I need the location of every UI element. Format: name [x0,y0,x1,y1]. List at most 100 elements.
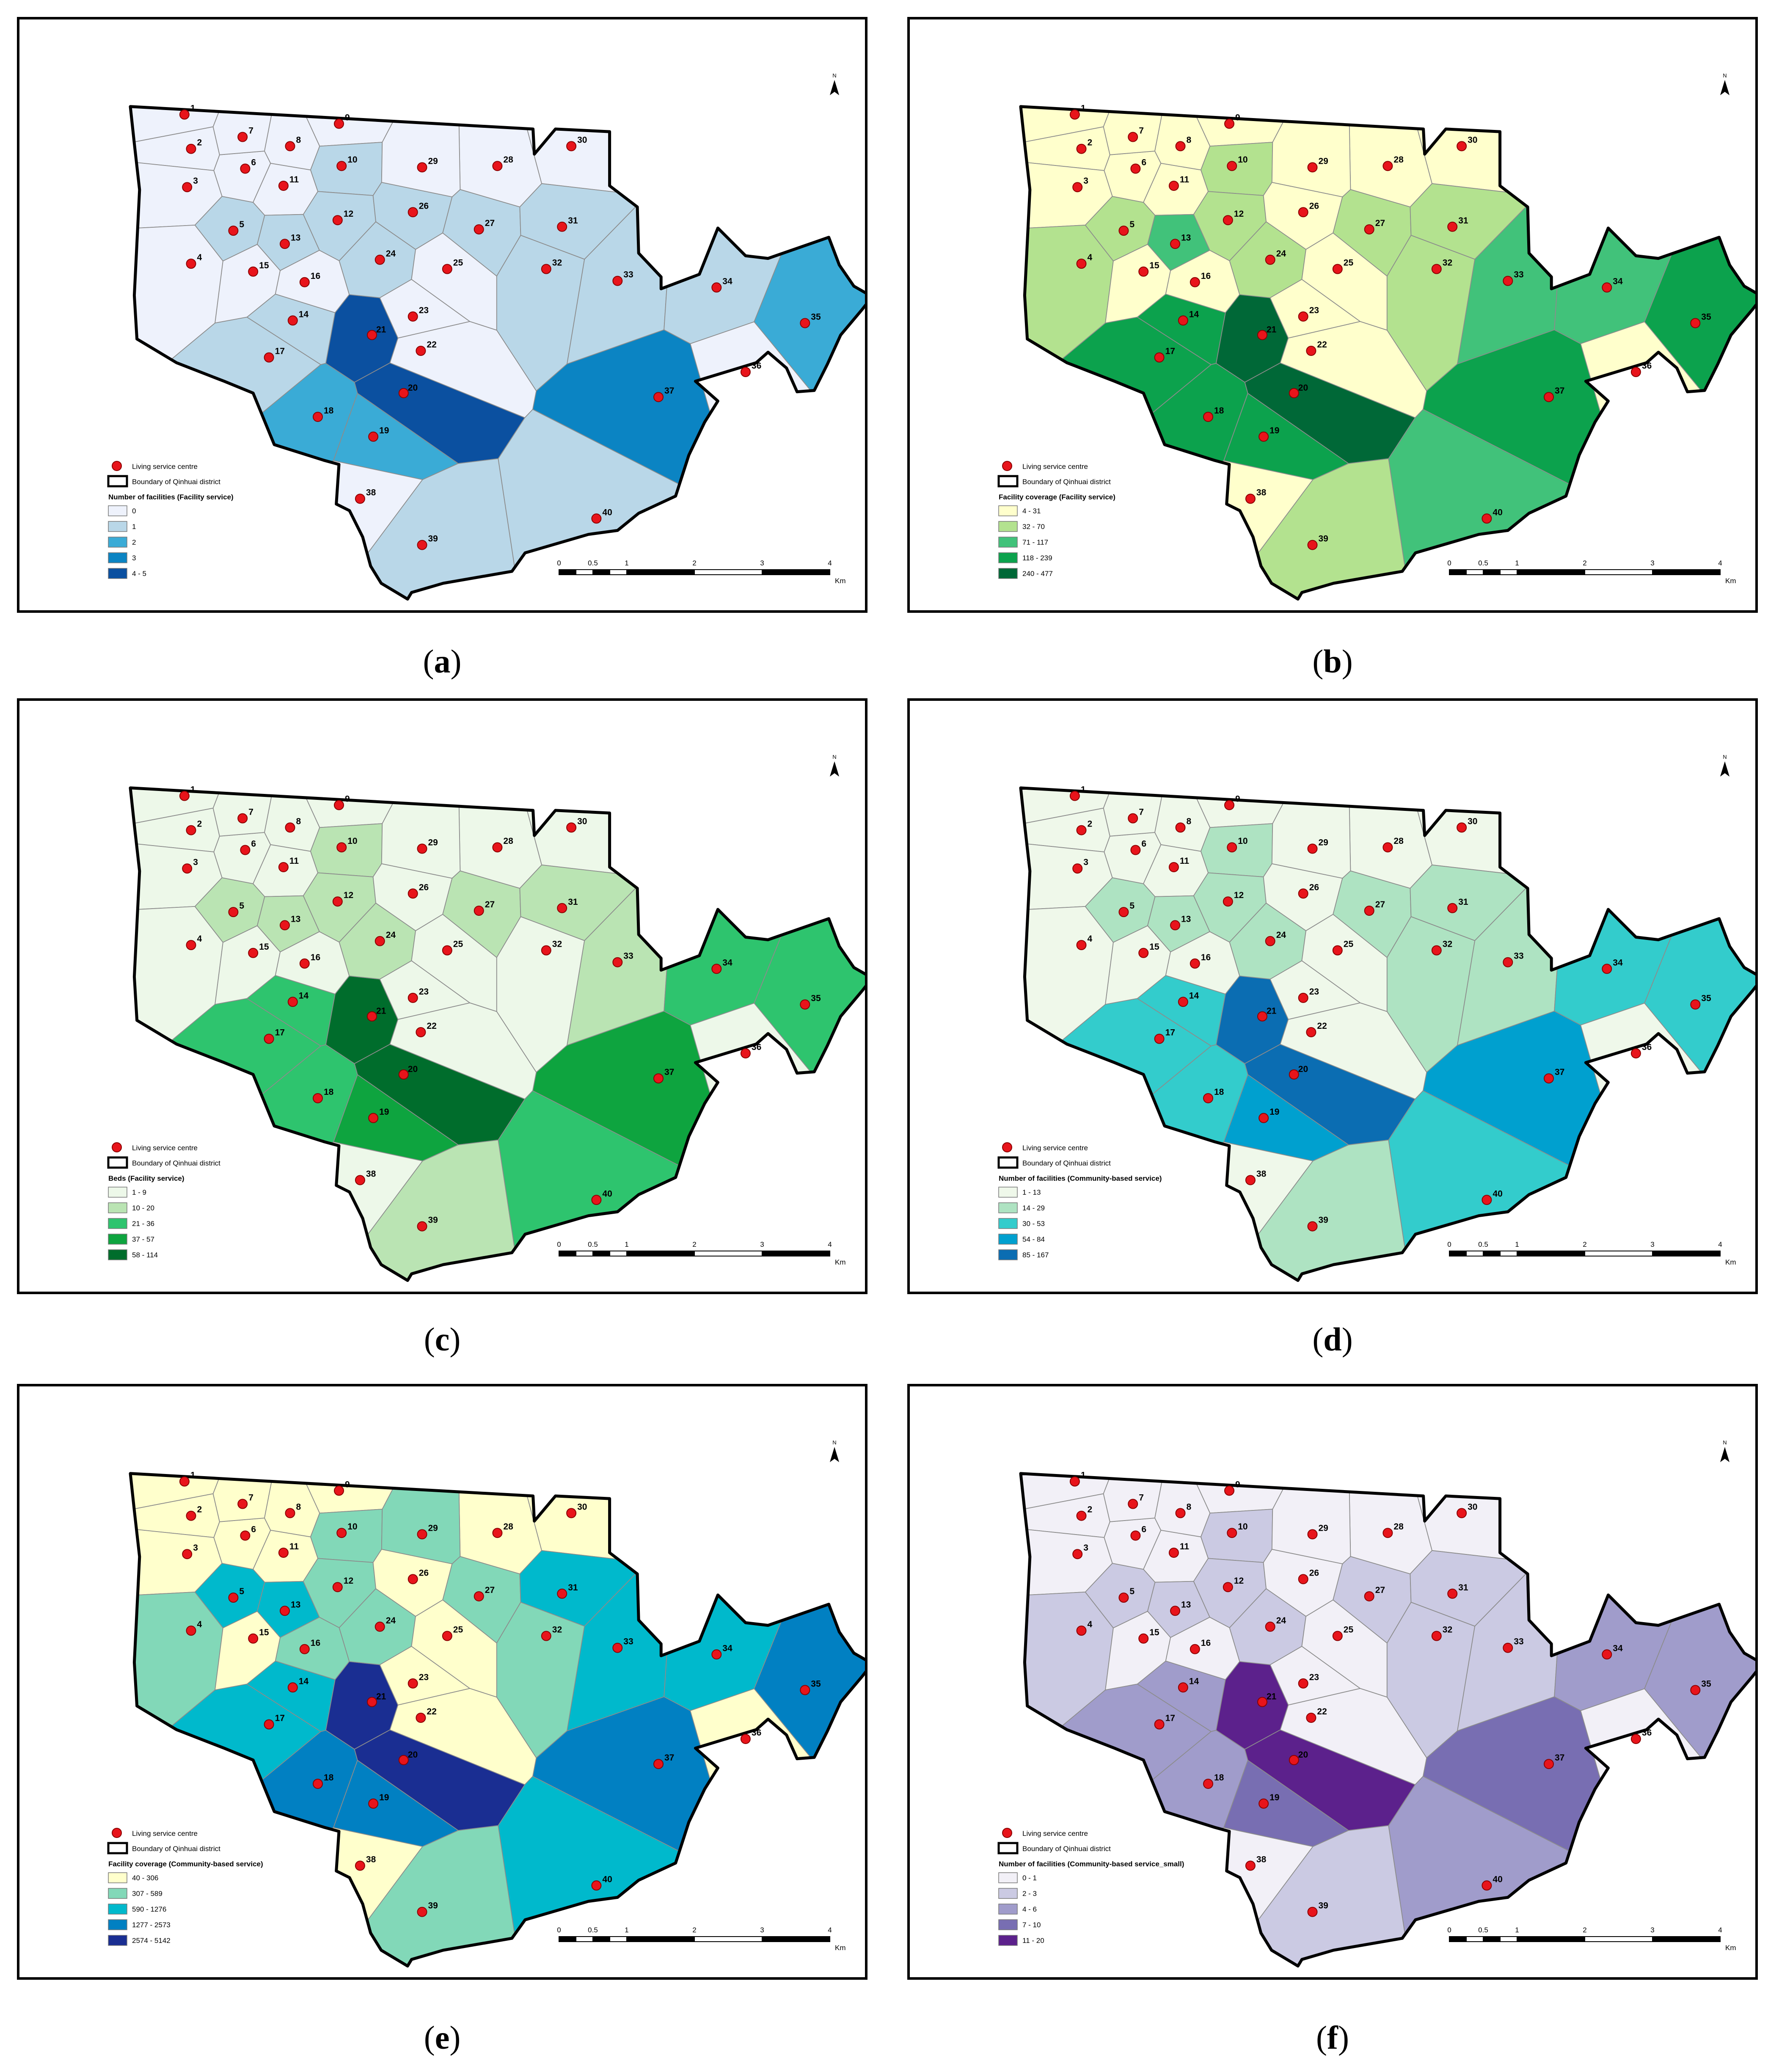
living-service-centre-19 [1259,431,1269,442]
map-panel-d: 1 2 3 4 5 6 7 8 9 10 11 12 13 14 15 16 17 18 19 20 21 22 23 24 2… [907,698,1758,1294]
map-panel-f: 1 2 3 4 5 6 7 8 9 10 11 12 13 14 15 16 17 18 19 20 21 22 23 24 2… [907,1384,1758,1980]
centre-label: 36 [752,1728,761,1738]
centre-label: 40 [1493,1874,1502,1884]
scale-tick-label: 0.5 [1478,1240,1488,1248]
living-service-centre-37 [653,392,664,402]
living-service-centre-20 [1289,388,1299,398]
living-service-centre-40 [591,1195,602,1205]
centre-label: 23 [419,1672,429,1682]
living-service-centre-10 [1227,842,1237,853]
living-service-centre-32 [1431,264,1442,274]
living-service-centre-12 [332,896,343,907]
scale-bar: 0 0.5 1 2 3 4 Km [1447,1240,1736,1266]
scale-tick-label: 0 [1447,1926,1451,1934]
centre-label: 30 [577,1502,587,1512]
centre-label: 39 [428,1901,438,1911]
centre-label: 20 [1298,1064,1308,1074]
caption-d: (d) [1312,1321,1353,1358]
legend-centre-symbol [1002,1828,1012,1838]
centre-label: 20 [1298,383,1308,393]
legend-centre-symbol [112,1142,122,1152]
scale-bar-segment [1517,1251,1585,1256]
service-area-4 [130,1591,223,1778]
centre-label: 22 [427,1021,436,1031]
legend-swatch [998,1888,1018,1899]
scale-tick-label: 2 [1583,559,1586,567]
north-arrow-icon [1720,80,1729,95]
centre-label: 40 [602,507,612,517]
centre-label: 27 [485,1585,495,1595]
living-service-centre-30 [1457,1508,1467,1518]
service-area-10 [310,142,383,196]
living-service-centre-10 [336,161,347,171]
living-service-centre-31 [557,1588,567,1599]
centre-label: 4 [197,1620,202,1629]
centre-label: 16 [1201,271,1211,281]
scale-bar-segment [559,1936,576,1942]
centre-label: 15 [1149,942,1159,952]
scale-bar-segment [1466,1251,1484,1256]
scale-bar-segment [762,569,830,575]
centre-label: 32 [552,940,562,949]
living-service-centre-16 [299,958,310,969]
centre-label: 28 [1393,1522,1404,1532]
living-service-centre-12 [1223,896,1233,907]
centre-label: 1 [1081,785,1086,795]
centre-label: 9 [345,794,350,804]
service-area-28 [458,106,543,208]
living-service-centre-10 [336,842,347,853]
living-service-centre-2 [1076,143,1087,154]
living-service-centre-14 [1178,997,1188,1007]
living-service-centre-18 [1203,1779,1213,1789]
living-service-centre-31 [557,903,567,913]
legend-title: Number of facilities (Community-based se… [999,1860,1184,1868]
legend-centre-symbol [1002,1142,1012,1152]
scale-tick-label: 0.5 [588,1926,598,1934]
centre-label: 36 [752,1042,761,1052]
living-service-centre-20 [398,1069,409,1080]
living-service-centre-31 [1447,903,1458,913]
living-service-centre-5 [1118,907,1129,918]
legend-boundary-label: Boundary of Qinhuai district [132,478,220,486]
living-service-centre-32 [1431,945,1442,956]
centre-label: 40 [602,1189,612,1199]
living-service-centre-15 [1138,266,1149,277]
legend-class-label: 1 - 9 [132,1188,146,1196]
caption-letter: c [435,1321,450,1358]
service-area-30 [1405,1473,1664,1563]
living-service-centre-17 [1154,1719,1165,1730]
centre-label: 21 [376,1006,386,1016]
scale-bar-segment [1652,1936,1721,1942]
service-area-29 [381,788,461,879]
centre-label: 17 [1165,1714,1175,1723]
centre-label: 18 [324,406,334,416]
service-area-7 [212,1473,278,1522]
living-service-centre-36 [1630,1734,1641,1744]
centre-label: 7 [248,807,253,817]
centre-label: 12 [1234,890,1244,900]
service-area-10 [1200,823,1273,877]
living-service-centre-20 [398,1755,409,1765]
centre-label: 32 [552,258,562,268]
service-area-36 [690,1688,865,1966]
living-service-centre-19 [1259,1113,1269,1123]
service-area-10 [310,1509,383,1563]
legend-class-label: 1277 - 2573 [132,1921,171,1929]
map-svg: 1234567891011121314151617181920212223242… [997,754,1755,1282]
centre-label: 5 [239,220,244,229]
scale-bar-segment [1500,1251,1517,1256]
centre-label: 9 [345,1480,350,1489]
scale-tick-label: 3 [1650,559,1654,567]
centre-label: 13 [291,1600,300,1609]
service-area-30 [515,106,774,196]
legend-swatch [998,1218,1018,1229]
scale-unit-label: Km [835,577,846,585]
living-service-centre-33 [612,276,623,286]
centre-label: 3 [1083,857,1088,867]
scale-bar-segment [559,569,576,575]
living-service-centre-13 [280,239,290,249]
service-area-29 [1271,788,1351,879]
living-service-centre-21 [367,1011,377,1022]
service-area-7 [1103,1473,1168,1522]
living-service-centre-35 [1690,1685,1701,1695]
